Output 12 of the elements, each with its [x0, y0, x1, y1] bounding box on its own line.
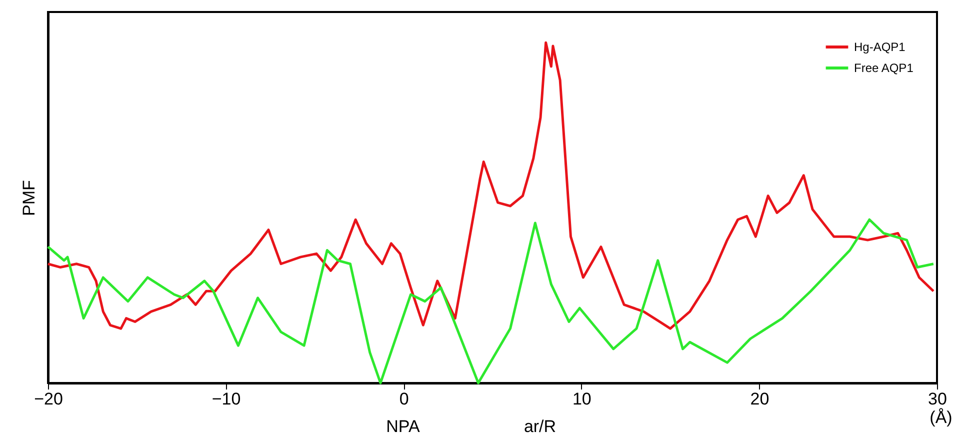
y-axis-title: PMF — [20, 180, 38, 216]
x-axis-title: (Å) — [930, 408, 952, 427]
x-tick-label: 10 — [572, 390, 592, 408]
x-tick-label: −10 — [212, 390, 241, 408]
x-tick-label: 30 — [928, 390, 947, 408]
legend-label: Free AQP1 — [854, 61, 914, 75]
x-tick-label: 0 — [399, 390, 409, 408]
text: ar/R — [524, 417, 556, 436]
x-tick-label: −20 — [34, 390, 63, 408]
x-tick-label: 20 — [750, 390, 770, 408]
legend-label: Hg-AQP1 — [854, 40, 906, 54]
text: NPA — [386, 417, 420, 436]
